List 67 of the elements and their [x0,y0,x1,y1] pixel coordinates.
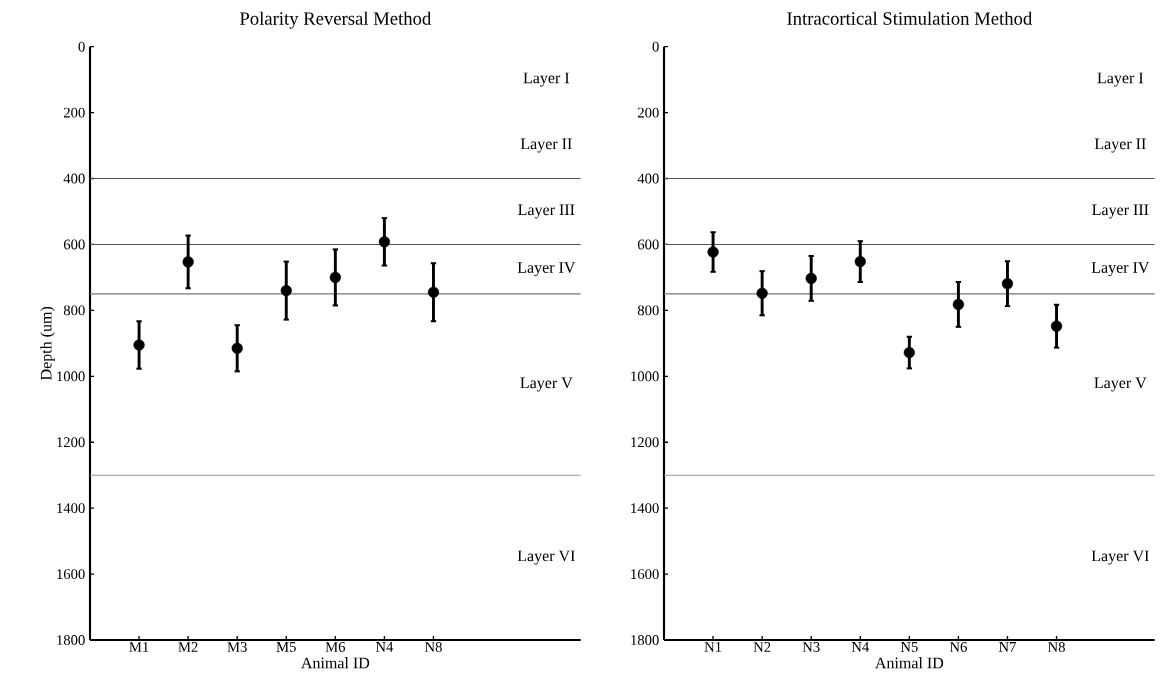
point [182,256,194,268]
x-tick-label: M2 [178,642,198,652]
text: Layer IV [517,262,576,277]
point [231,342,243,354]
x-axis-title: Animal ID [301,657,370,669]
y-tick-label: 0 [78,41,85,52]
y-tick-label: 1400 [631,503,659,514]
y-tick-label: 800 [637,305,659,316]
text: Layer I [523,72,570,87]
y-tick-label: 200 [637,107,659,118]
y-tick-label: 800 [63,305,85,316]
point [903,346,915,359]
point [1001,278,1014,290]
y-tick-label: 0 [652,41,659,52]
x-tick-label: N4 [375,642,394,652]
y-tick-label: 1800 [57,635,85,645]
x-tick-label: N8 [1047,642,1065,652]
x-tick-label: N4 [851,642,870,652]
point [805,272,817,285]
x-tick-label: N8 [424,642,442,652]
text: Layer III [518,204,575,219]
y-tick-label: 1600 [631,569,659,580]
x-tick-label: N7 [998,642,1016,652]
x-tick-label: N3 [802,642,820,652]
point [756,287,768,299]
text: Layer VI [1091,550,1149,565]
y-tick-label: 600 [63,239,85,250]
y-tick-label: 1000 [57,371,85,382]
text: Layer V [520,377,573,392]
x-tick-label: M5 [276,642,296,652]
point [280,285,292,297]
chart-title: Polarity Reversal Method [239,11,432,29]
y-tick-label: 1000 [631,371,659,382]
y-tick-label: 400 [637,173,659,184]
point [1050,320,1063,332]
x-tick-label: M1 [129,642,149,652]
point [329,271,341,284]
point [707,246,719,258]
y-tick-label: 1800 [631,635,659,645]
x-tick-label: M3 [227,642,247,652]
x-tick-label: N6 [949,642,967,652]
text: Layer IV [1091,262,1150,277]
text: Layer V [1094,377,1147,392]
x-tick-label: N2 [753,642,771,652]
y-tick-label: 600 [637,239,659,250]
y-tick-label: 400 [63,173,85,184]
y-tick-label: 200 [63,107,85,118]
x-tick-label: M6 [325,642,346,652]
point [133,339,145,351]
point [854,255,866,268]
point [952,298,965,311]
chart-title: Intracortical Stimulation Method [787,11,1033,25]
point [378,236,390,248]
y-tick-label: 1400 [57,503,85,514]
x-tick-label: N5 [900,642,918,652]
text: Layer II [520,138,572,153]
point [427,286,440,298]
x-axis-title: Animal ID [875,657,944,669]
text: Layer III [1092,204,1149,219]
text: Layer I [1097,72,1144,87]
text: Layer VI [517,550,575,565]
y-tick-label: 1200 [57,437,85,448]
y-tick-label: 1600 [57,569,85,580]
x-tick-label: N1 [704,642,722,652]
text: Layer II [1094,138,1146,153]
y-tick-label: 1200 [631,437,659,448]
y-axis-title: Depth (um) [40,306,55,380]
